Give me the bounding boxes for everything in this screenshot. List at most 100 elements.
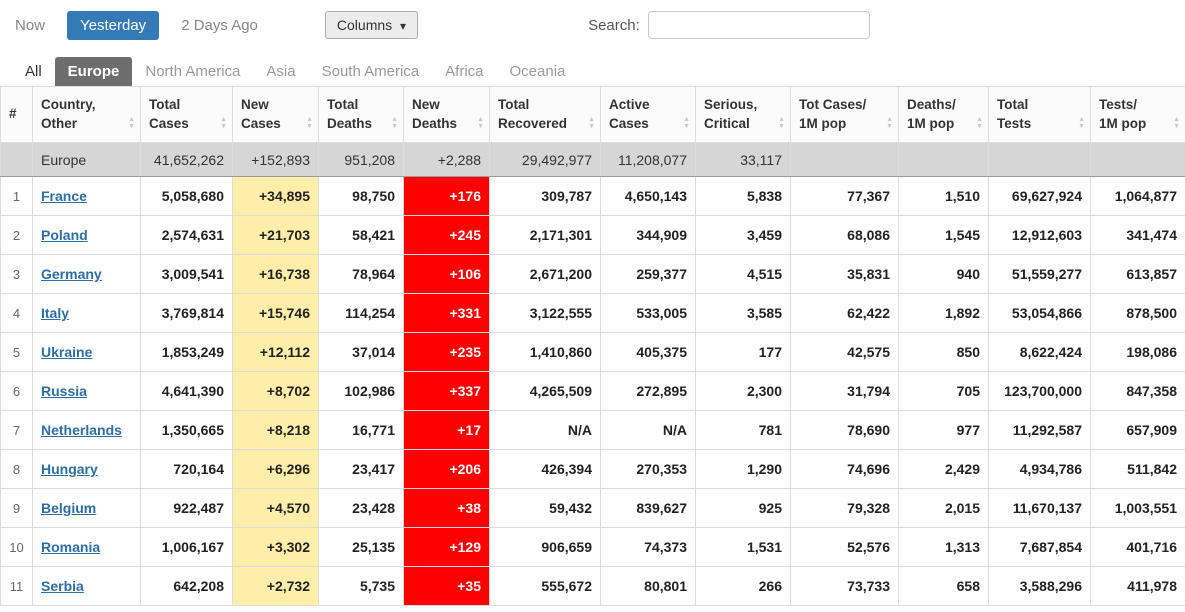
cell-continent-name: Europe (32, 142, 141, 177)
column-header-label: Deaths/1M pop (907, 96, 956, 131)
cell-country: Ukraine (32, 332, 141, 372)
cell-total-recovered: 906,659 (489, 527, 601, 567)
cell-new-cases: +6,296 (232, 449, 319, 489)
column-header-total-deaths[interactable]: Total Deaths ▲ ▼ (318, 86, 404, 143)
cell-serious-critical: 33,117 (695, 142, 791, 177)
continent-tabs: All Europe North America Asia South America A… (0, 50, 1185, 86)
country-link[interactable]: Serbia (41, 578, 84, 594)
sort-icon: ▲ ▼ (683, 116, 690, 130)
column-header-deaths-1m-pop[interactable]: Deaths/1M pop ▲ ▼ (898, 86, 989, 143)
tab-south-america[interactable]: South America (321, 63, 420, 80)
tab-oceania[interactable]: Oceania (509, 63, 566, 80)
cell-new-cases: +12,112 (232, 332, 319, 372)
columns-dropdown[interactable]: Columns ▾ (324, 11, 419, 39)
cell-serious-critical: 3,585 (695, 293, 791, 333)
table-row-russia: 6 Russia 4,641,390 +8,702 102,986 +337 4,265,5… (0, 371, 1185, 411)
column-header-total-recovered[interactable]: Total Recovered ▲ ▼ (489, 86, 601, 143)
cell-total-deaths: 25,135 (318, 527, 404, 567)
tab-africa[interactable]: Africa (445, 63, 484, 80)
cell-active-cases: 74,373 (600, 527, 696, 567)
tab-north-america[interactable]: North America (145, 63, 241, 80)
sort-icon: ▲ ▼ (1173, 116, 1180, 130)
column-header-new-deaths[interactable]: New Deaths ▲ ▼ (403, 86, 490, 143)
tab-all[interactable]: All (25, 63, 42, 80)
cell-total-recovered: 3,122,555 (489, 293, 601, 333)
country-link[interactable]: Germany (41, 266, 102, 282)
column-header-label: New Deaths (412, 96, 458, 131)
tab-asia[interactable]: Asia (266, 63, 296, 80)
sort-icon: ▲ ▼ (886, 116, 893, 130)
country-link[interactable]: Ukraine (41, 344, 93, 360)
cell-total-recovered: 2,171,301 (489, 215, 601, 255)
country-link[interactable]: France (41, 188, 87, 204)
cell-new-cases: +34,895 (232, 176, 319, 216)
cell-rank: 1 (0, 176, 33, 216)
yesterday-button[interactable]: Yesterday (67, 10, 160, 40)
column-header-total-cases[interactable]: Total Cases ▲ ▼ (140, 86, 233, 143)
column-header-label: Country, Other (41, 96, 96, 131)
tab-europe[interactable]: Europe (54, 57, 133, 86)
cell-deaths-1m: 1,545 (898, 215, 989, 255)
cell-rank: 4 (0, 293, 33, 333)
cell-total-tests: 3,588,296 (988, 566, 1091, 606)
now-button[interactable]: Now (15, 16, 46, 34)
search-label: Search: (588, 16, 640, 34)
column-header-active-cases[interactable]: Active Cases ▲ ▼ (600, 86, 696, 143)
column-header-tests-1m-pop[interactable]: Tests/1M pop ▲ ▼ (1090, 86, 1185, 143)
cell-serious-critical: 1,531 (695, 527, 791, 567)
country-link[interactable]: Russia (41, 383, 87, 399)
cell-tests-1m: 878,500 (1090, 293, 1185, 333)
cell-country: Italy (32, 293, 141, 333)
column-header-label: Tot Cases/1M pop (799, 96, 867, 131)
country-link[interactable]: Poland (41, 227, 88, 243)
cell-total-deaths: 37,014 (318, 332, 404, 372)
cell-total-cases: 1,006,167 (140, 527, 233, 567)
cell-total-deaths: 23,428 (318, 488, 404, 528)
two-days-ago-button[interactable]: 2 Days Ago (181, 16, 258, 34)
cell-total-tests: 123,700,000 (988, 371, 1091, 411)
cell-total-recovered: 29,492,977 (489, 142, 601, 177)
cell-new-deaths: +2,288 (403, 142, 490, 177)
cell-rank: 5 (0, 332, 33, 372)
cell-new-cases: +21,703 (232, 215, 319, 255)
cell-total-cases: 2,574,631 (140, 215, 233, 255)
cell-tests-1m: 847,358 (1090, 371, 1185, 411)
cell-deaths-1m: 850 (898, 332, 989, 372)
column-header-serious-critical[interactable]: Serious, Critical ▲ ▼ (695, 86, 791, 143)
cell-total-recovered: 1,410,860 (489, 332, 601, 372)
country-link[interactable]: Hungary (41, 461, 98, 477)
cell-total-deaths: 951,208 (318, 142, 404, 177)
column-header-label: Serious, Critical (704, 96, 758, 131)
column-header-label: Total Tests (997, 96, 1032, 131)
cell-new-deaths: +331 (403, 293, 490, 333)
cell-rank: 9 (0, 488, 33, 528)
cell-rank: 8 (0, 449, 33, 489)
cell-total-cases: 922,487 (140, 488, 233, 528)
sort-icon: ▲ ▼ (1078, 116, 1085, 130)
cell-tests-1m: 341,474 (1090, 215, 1185, 255)
country-link[interactable]: Netherlands (41, 422, 122, 438)
cell-deaths-1m: 977 (898, 410, 989, 450)
cell-total-deaths: 114,254 (318, 293, 404, 333)
table-row-hungary: 8 Hungary 720,164 +6,296 23,417 +206 426,394 27… (0, 449, 1185, 489)
column-header-label: Total Cases (149, 96, 189, 131)
table-row-netherlands: 7 Netherlands 1,350,665 +8,218 16,771 +17 N/A N… (0, 410, 1185, 450)
column-header-tot-cases-1m-pop[interactable]: Tot Cases/1M pop ▲ ▼ (790, 86, 899, 143)
cell-country: Poland (32, 215, 141, 255)
search-input[interactable] (647, 11, 870, 39)
column-header-country-other[interactable]: Country, Other ▲ ▼ (32, 86, 141, 143)
cell-active-cases: 4,650,143 (600, 176, 696, 216)
cell-total-recovered: 59,432 (489, 488, 601, 528)
table-row-belgium: 9 Belgium 922,487 +4,570 23,428 +38 59,432 839,… (0, 488, 1185, 528)
country-link[interactable]: Romania (41, 539, 101, 555)
country-link[interactable]: Italy (41, 305, 70, 321)
column-header-new-cases[interactable]: New Cases ▲ ▼ (232, 86, 319, 143)
cell-serious-critical: 2,300 (695, 371, 791, 411)
cell-total-cases: 720,164 (140, 449, 233, 489)
cell-new-deaths: +17 (403, 410, 490, 450)
cell-tests-1m: 511,842 (1090, 449, 1185, 489)
cell-tests-1m: 198,086 (1090, 332, 1185, 372)
column-header-total-tests[interactable]: Total Tests ▲ ▼ (988, 86, 1091, 143)
cell-tot-cases-1m: 31,794 (790, 371, 899, 411)
country-link[interactable]: Belgium (41, 500, 97, 516)
